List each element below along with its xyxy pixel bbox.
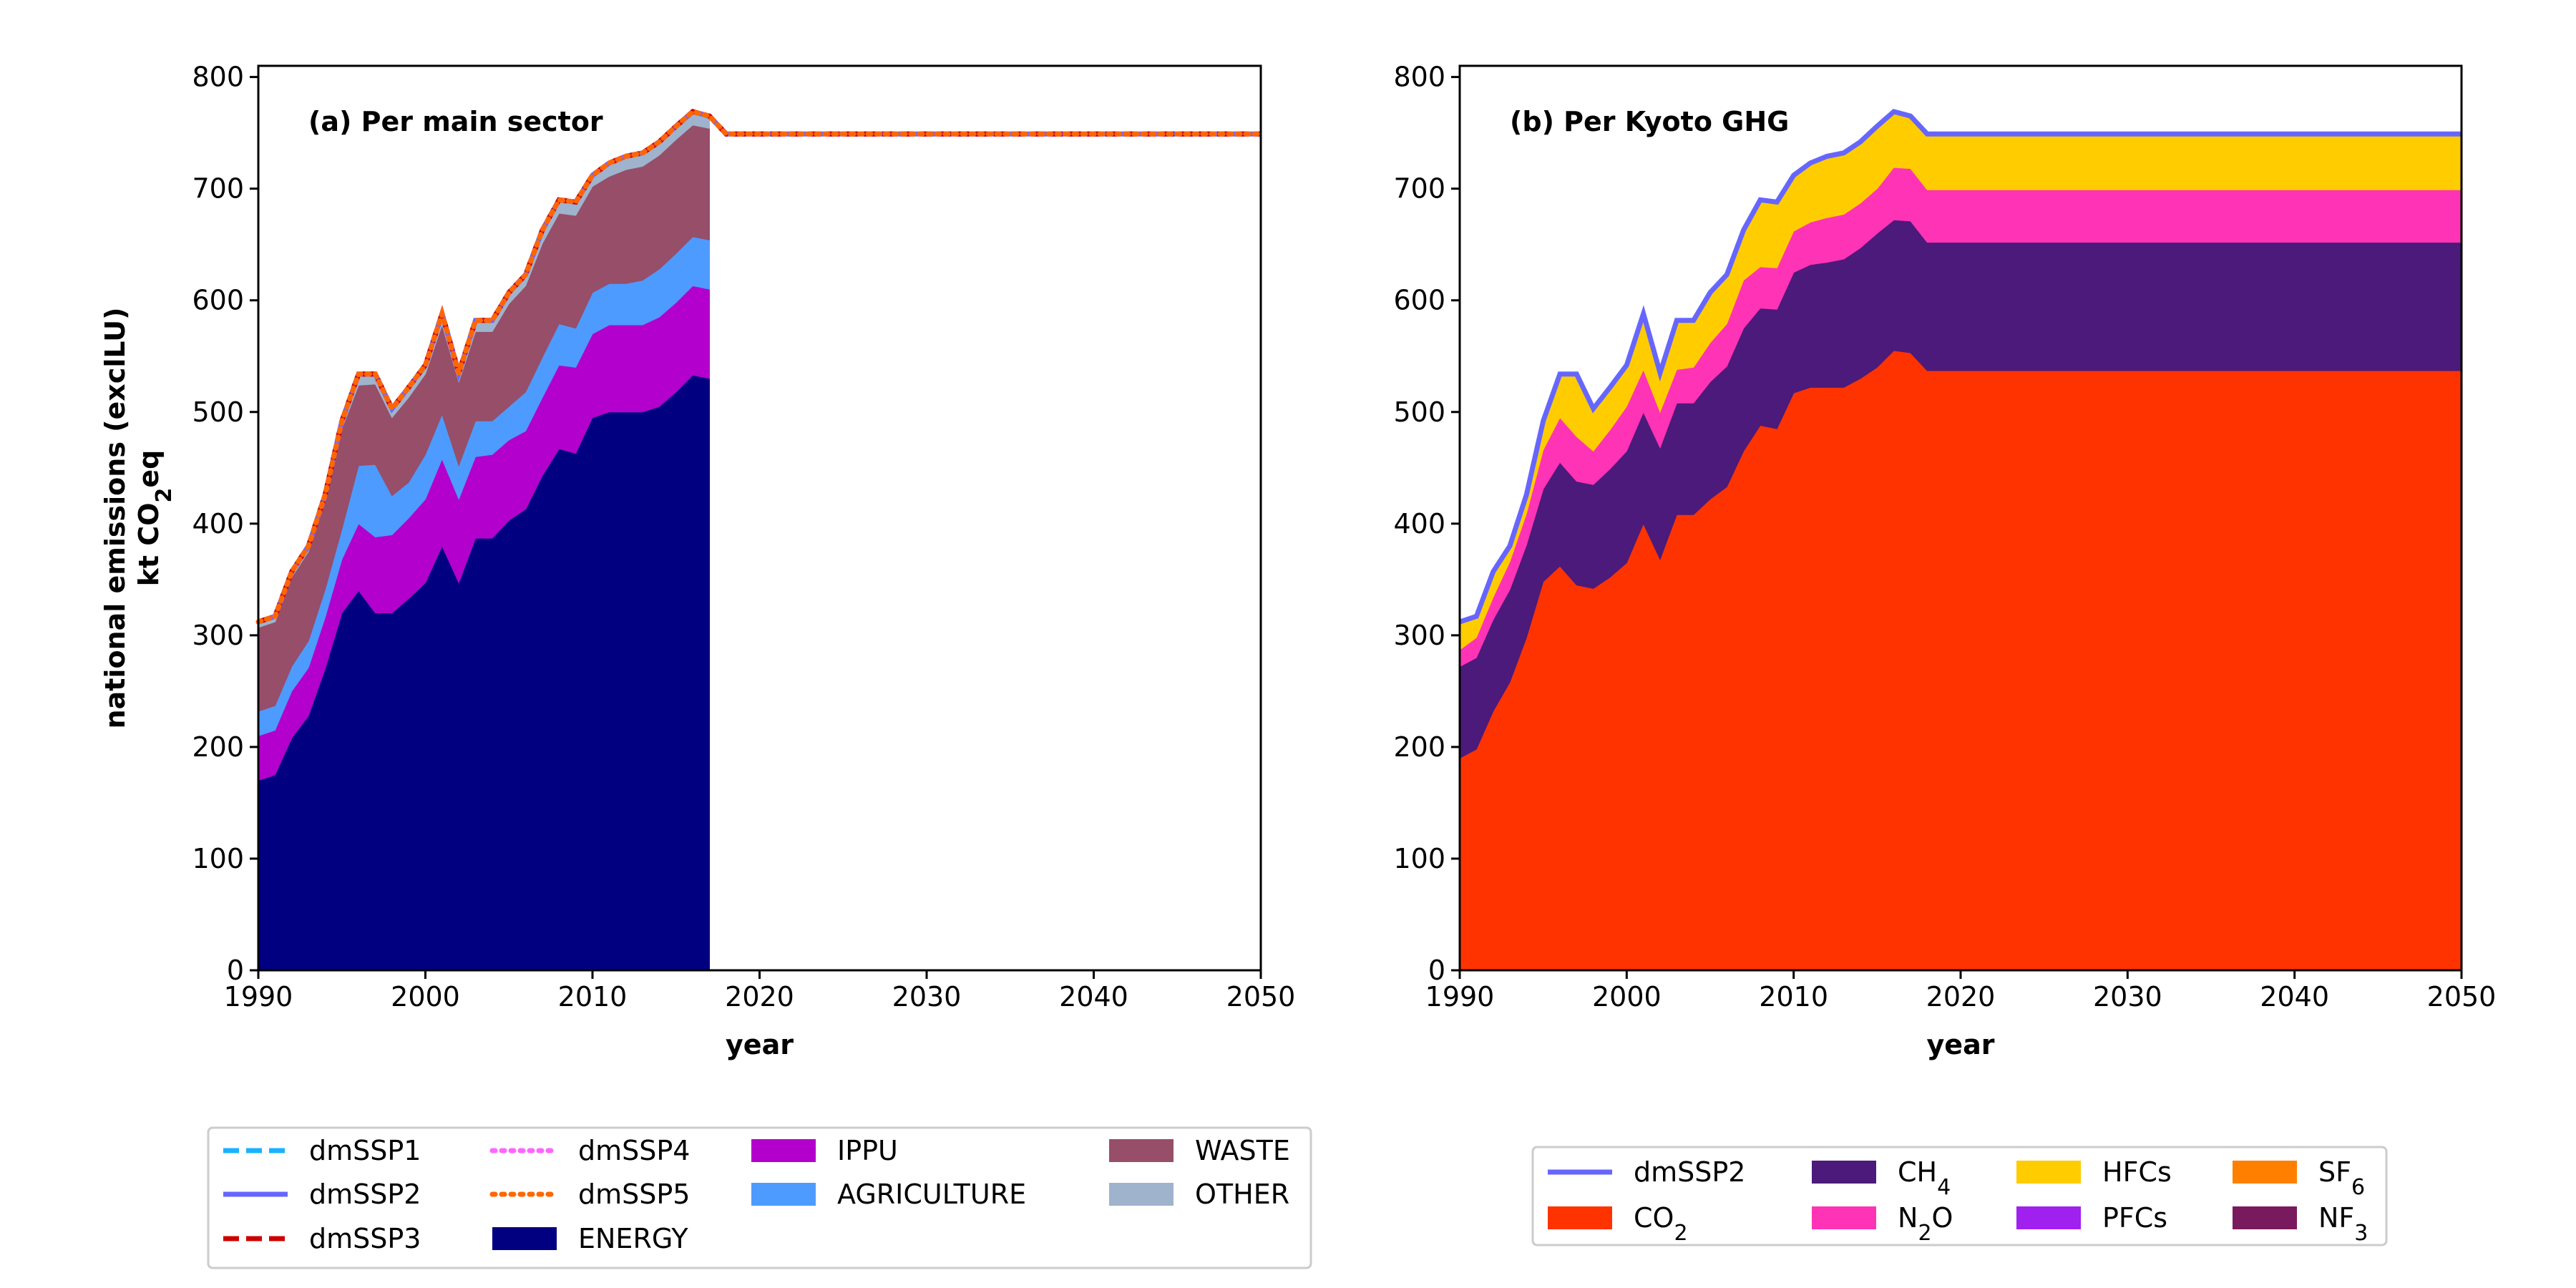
legend-swatch-energy	[492, 1227, 557, 1250]
legend-label-waste: WASTE	[1195, 1135, 1290, 1166]
x-tick-label: 2030	[2093, 981, 2162, 1013]
x-tick-label: 2030	[892, 981, 962, 1013]
x-tick-label: 2020	[1926, 981, 1996, 1013]
legend-label-energy: ENERGY	[578, 1223, 688, 1254]
legend-swatch-waste	[1109, 1139, 1174, 1162]
legend-label-hfcs: HFCs	[2102, 1156, 2172, 1188]
chart-title: (a) Per main sector	[308, 106, 603, 137]
y-tick-label: 400	[192, 508, 244, 540]
y-tick-label: 200	[192, 731, 244, 763]
x-tick-label: 2010	[558, 981, 628, 1013]
legend-label-ippu: IPPU	[837, 1135, 898, 1166]
x-tick-label: 2050	[2427, 981, 2497, 1013]
x-tick-label: 2010	[1759, 981, 1828, 1013]
legend-label-ch4: CH4	[1898, 1156, 1951, 1200]
legend-swatch-sf6	[2233, 1161, 2297, 1184]
x-axis-label: year	[1927, 1029, 1995, 1060]
x-tick-label: 2040	[2260, 981, 2329, 1013]
x-tick-label: 2050	[1226, 981, 1296, 1013]
line-dmssp2	[1458, 109, 2462, 625]
x-tick-label: 2000	[391, 981, 460, 1013]
legend-a: dmSSP1 dmSSP2 dmSSP3 dmSSP4 dmSSP5 ENERGY IPPU…	[207, 1126, 1312, 1269]
y-tick-label: 0	[227, 955, 244, 986]
legend-swatch-ippu	[751, 1139, 816, 1162]
legend-label-dmssp3: dmSSP3	[309, 1223, 421, 1254]
legend-label-co2: CO2	[1634, 1202, 1688, 1246]
chart-panel-a: 0 100 200 300 400 500 600 700 800 1990 2000 2010 202…	[192, 62, 1295, 1060]
legend-label-dmssp2: dmSSP2	[1634, 1156, 1745, 1188]
legend-swatch-co2	[1548, 1206, 1612, 1229]
y-tick-label: 100	[1393, 843, 1445, 874]
legend-label-dmssp5: dmSSP5	[578, 1179, 690, 1210]
y-axis-label-line1: national emissions (exclLU)	[99, 308, 131, 729]
legend-swatch-hfcs	[2016, 1161, 2081, 1184]
x-tick-label: 2040	[1059, 981, 1128, 1013]
legend-label-dmssp2: dmSSP2	[309, 1179, 421, 1210]
y-tick-label: 600	[192, 285, 244, 316]
x-tick-label: 2020	[725, 981, 794, 1013]
y-tick-label: 700	[1393, 173, 1445, 205]
legend-swatch-nf3	[2233, 1206, 2297, 1229]
y-tick-label: 300	[1393, 620, 1445, 651]
y-tick-label: 200	[1393, 731, 1445, 763]
line-dmssp5	[255, 109, 1264, 625]
legend-label-n2o: N2O	[1898, 1202, 1953, 1246]
legend-swatch-n2o	[1812, 1206, 1876, 1229]
legend-label-other: OTHER	[1195, 1179, 1289, 1210]
legend-label-nf3: NF3	[2318, 1202, 2368, 1246]
legend-swatch-agriculture	[751, 1183, 816, 1206]
legend-swatch-other	[1109, 1183, 1174, 1206]
legend-swatch-ch4	[1812, 1161, 1876, 1184]
y-tick-label: 800	[1393, 62, 1445, 93]
y-tick-label: 700	[192, 173, 244, 205]
legend-label-pfcs: PFCs	[2102, 1202, 2167, 1234]
x-tick-label: 1990	[1425, 981, 1495, 1013]
chart-panel-b: 0 100 200 300 400 500 600 700 800 1990 2000 2010 202…	[1393, 62, 2496, 1060]
y-tick-label: 800	[192, 62, 244, 93]
y-tick-label: 0	[1428, 955, 1445, 986]
y-tick-label: 500	[192, 396, 244, 428]
y-tick-label: 600	[1393, 285, 1445, 316]
y-tick-label: 400	[1393, 508, 1445, 540]
x-axis-label: year	[726, 1029, 794, 1060]
y-tick-label: 500	[1393, 396, 1445, 428]
y-axis-label-line2: kt CO2eq	[133, 450, 177, 587]
x-tick-label: 2000	[1592, 981, 1662, 1013]
x-tick-label: 1990	[224, 981, 293, 1013]
chart-title: (b) Per Kyoto GHG	[1510, 106, 1789, 137]
legend-label-dmssp4: dmSSP4	[578, 1135, 690, 1166]
legend-label-dmssp1: dmSSP1	[309, 1135, 421, 1166]
legend-frame	[1531, 1146, 2388, 1246]
legend-swatch-pfcs	[2016, 1206, 2081, 1229]
legend-label-agriculture: AGRICULTURE	[837, 1179, 1026, 1210]
y-tick-label: 100	[192, 843, 244, 874]
legend-label-sf6: SF6	[2318, 1156, 2365, 1200]
y-tick-label: 300	[192, 620, 244, 651]
